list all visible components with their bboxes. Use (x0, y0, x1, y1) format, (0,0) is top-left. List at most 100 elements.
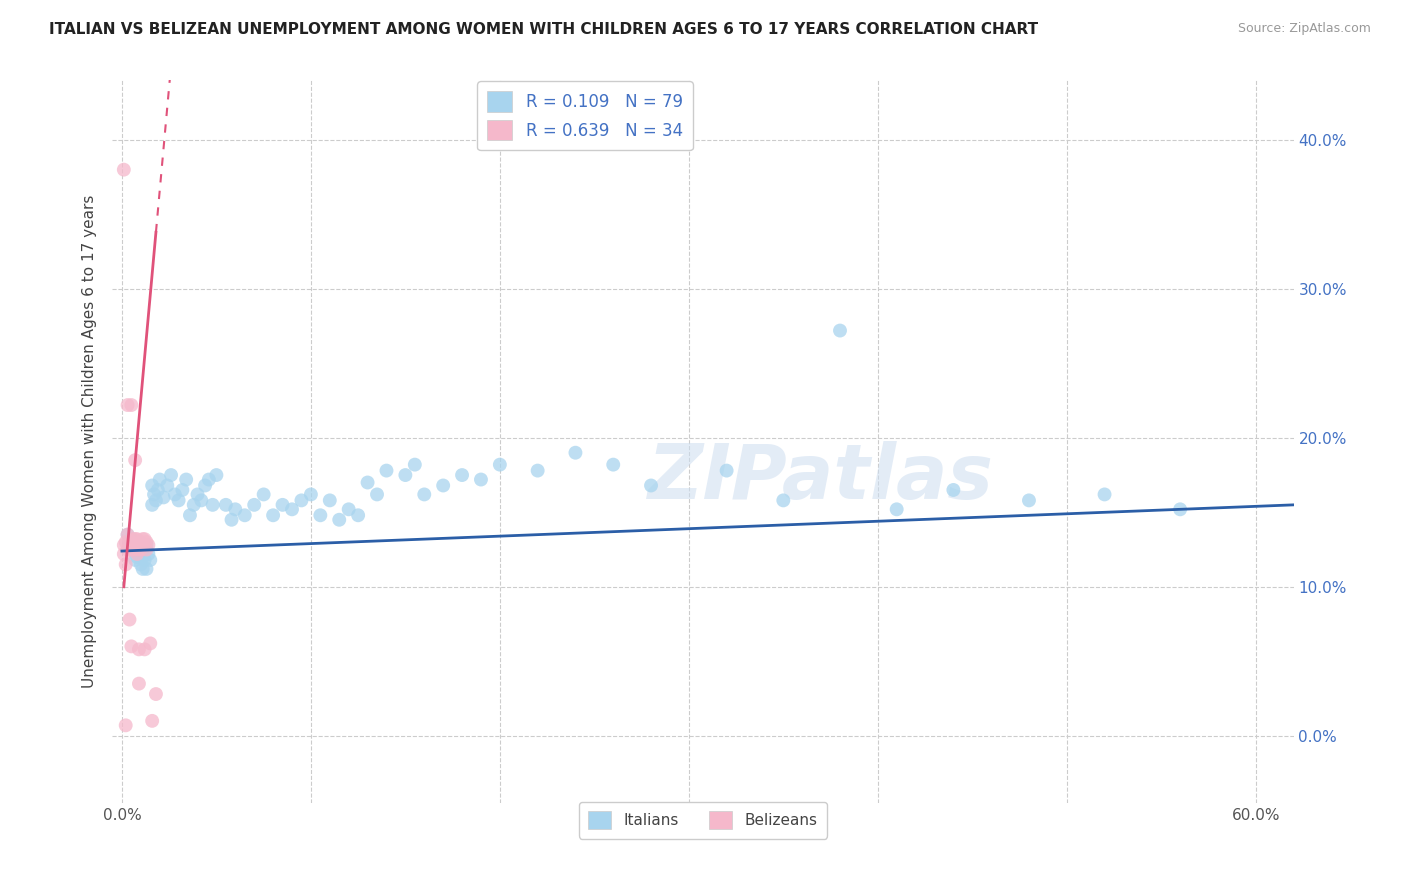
Legend: Italians, Belizeans: Italians, Belizeans (579, 802, 827, 838)
Point (215, 498, 238, 512)
Point (124, 532, 146, 546)
Point (135, 562, 157, 576)
Point (470, 473, 492, 487)
Point (290, 493, 312, 508)
Point (253, 487, 276, 501)
Point (120, 542, 142, 557)
Point (132, 562, 155, 576)
Point (640, 478, 662, 492)
Point (125, 538, 148, 552)
Point (366, 487, 388, 501)
Point (262, 508, 284, 523)
Point (149, 473, 172, 487)
Point (129, 542, 152, 557)
Point (122, 535, 145, 549)
Text: ITALIAN VS BELIZEAN UNEMPLOYMENT AMONG WOMEN WITH CHILDREN AGES 6 TO 17 YEARS CO: ITALIAN VS BELIZEAN UNEMPLOYMENT AMONG W… (49, 22, 1039, 37)
Point (205, 468, 228, 483)
Point (271, 498, 294, 512)
Point (132, 532, 155, 546)
Point (564, 446, 586, 460)
Point (145, 493, 167, 508)
Point (942, 483, 965, 497)
Point (118, 538, 141, 552)
Point (117, 527, 139, 541)
Point (117, 542, 139, 557)
Point (125, 549, 148, 564)
Point (828, 324, 851, 338)
Point (319, 493, 342, 508)
Point (134, 642, 156, 657)
Point (139, 553, 162, 567)
Text: ZIPatlas: ZIPatlas (648, 441, 994, 515)
Y-axis label: Unemployment Among Women with Children Ages 6 to 17 years: Unemployment Among Women with Children A… (82, 194, 97, 689)
Point (114, 558, 136, 572)
Point (128, 535, 150, 549)
Point (152, 491, 174, 505)
Point (114, 718, 136, 732)
Point (328, 513, 350, 527)
Point (1168, 502, 1191, 516)
Point (125, 532, 148, 546)
Point (337, 502, 360, 516)
Point (129, 538, 152, 552)
Point (120, 640, 142, 654)
Point (132, 549, 155, 564)
Point (167, 493, 190, 508)
Point (183, 498, 205, 512)
Point (432, 478, 454, 492)
Point (112, 547, 135, 561)
Point (135, 538, 157, 552)
Point (138, 547, 160, 561)
Point (135, 535, 157, 549)
Point (124, 453, 146, 467)
Point (489, 458, 512, 472)
Point (118, 538, 141, 552)
Point (163, 487, 186, 501)
Point (128, 642, 150, 657)
Point (125, 538, 148, 552)
Point (413, 487, 436, 501)
Point (347, 508, 370, 523)
Point (186, 487, 208, 501)
Point (772, 493, 794, 508)
Point (356, 475, 378, 490)
Point (129, 535, 152, 549)
Point (309, 508, 332, 523)
Point (129, 558, 152, 572)
Point (194, 478, 217, 492)
Point (716, 464, 738, 478)
Point (125, 547, 148, 561)
Point (281, 502, 304, 516)
Point (160, 468, 183, 483)
Point (141, 478, 163, 492)
Point (134, 542, 156, 557)
Point (120, 398, 142, 412)
Point (122, 538, 145, 552)
Text: Source: ZipAtlas.com: Source: ZipAtlas.com (1237, 22, 1371, 36)
Point (1094, 487, 1116, 501)
Point (120, 535, 142, 549)
Point (120, 532, 142, 546)
Point (451, 468, 474, 483)
Point (404, 458, 426, 472)
Point (128, 542, 150, 557)
Point (139, 636, 162, 650)
Point (138, 538, 160, 552)
Point (112, 162, 135, 177)
Point (129, 542, 152, 557)
Point (141, 714, 163, 728)
Point (124, 542, 146, 557)
Point (233, 508, 256, 523)
Point (224, 502, 246, 516)
Point (198, 473, 221, 487)
Point (117, 398, 139, 412)
Point (190, 493, 212, 508)
Point (886, 502, 908, 516)
Point (174, 473, 197, 487)
Point (114, 535, 136, 549)
Point (243, 498, 266, 512)
Point (179, 508, 201, 523)
Point (117, 527, 139, 541)
Point (141, 498, 163, 512)
Point (134, 553, 156, 567)
